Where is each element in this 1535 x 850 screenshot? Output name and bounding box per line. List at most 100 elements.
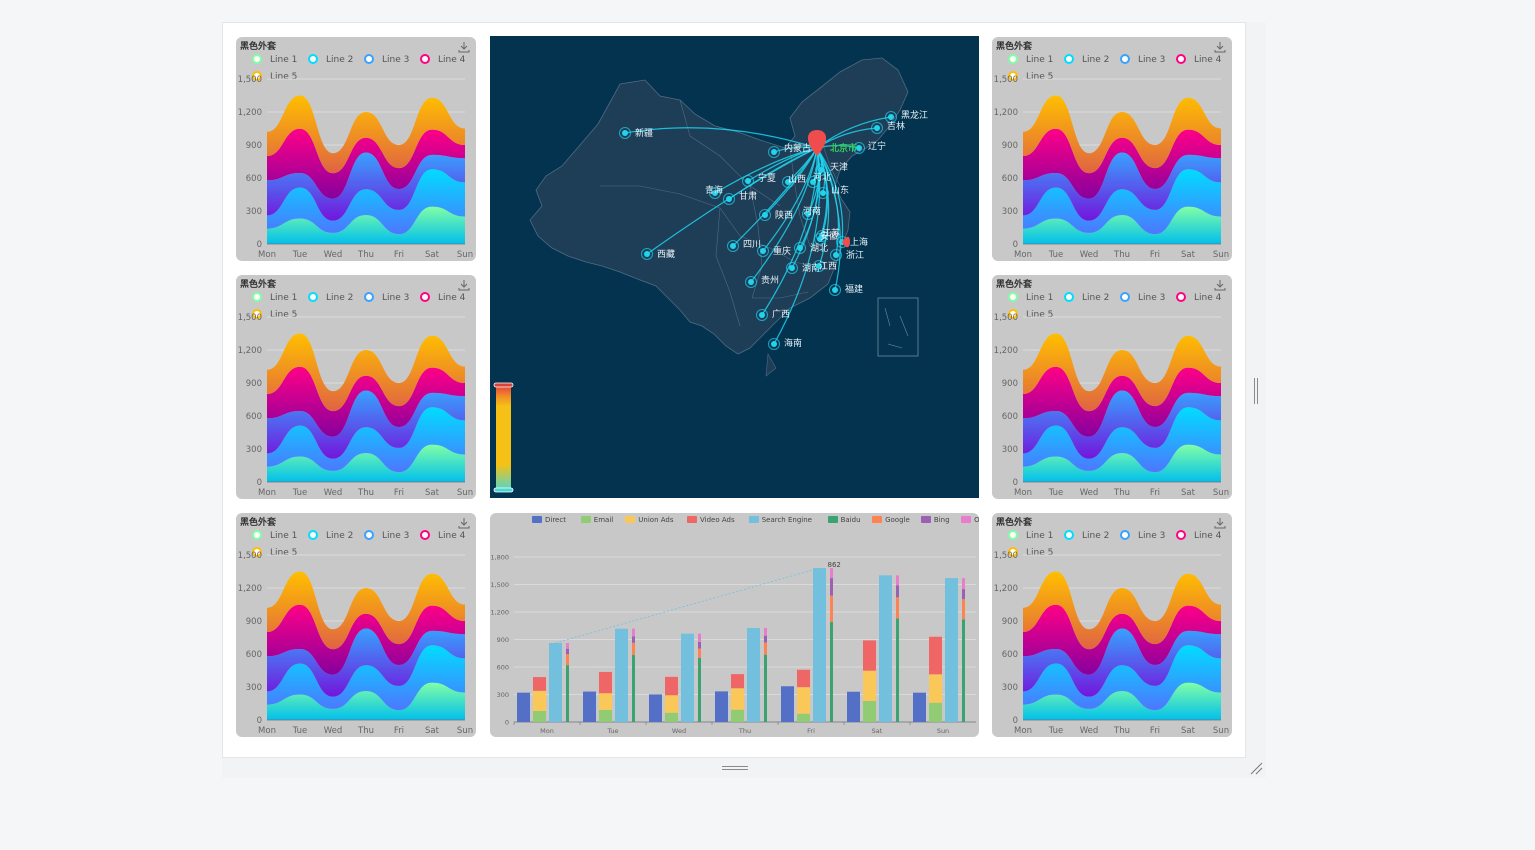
bar-union-ads[interactable] — [797, 687, 810, 714]
bar-google[interactable] — [830, 595, 833, 623]
legend-item-line-5[interactable]: Line 5 — [1008, 547, 1053, 558]
bar-google[interactable] — [566, 654, 569, 666]
bar-others[interactable] — [566, 642, 569, 649]
province-marker[interactable] — [814, 233, 826, 245]
bar-bing[interactable] — [962, 589, 965, 600]
bar-others[interactable] — [896, 575, 899, 586]
bar-baidu[interactable] — [830, 622, 833, 722]
legend-item-line-5[interactable]: Line 5 — [252, 71, 297, 82]
bar-search-engine[interactable] — [549, 642, 562, 722]
bar-legend-item[interactable]: Others — [961, 516, 979, 524]
legend-item-line-4[interactable]: Line 4 — [1176, 292, 1221, 303]
province-marker[interactable] — [807, 176, 819, 188]
bar-google[interactable] — [896, 597, 899, 619]
legend-item-line-1[interactable]: Line 1 — [1008, 54, 1053, 65]
province-marker[interactable] — [723, 193, 735, 205]
legend-item-line-2[interactable]: Line 2 — [1064, 292, 1109, 303]
bar-video-ads[interactable] — [731, 674, 744, 689]
visual-map-handle-bottom[interactable] — [493, 487, 514, 493]
bar-google[interactable] — [764, 642, 767, 655]
province-marker[interactable] — [782, 176, 794, 188]
area-series-5[interactable] — [1023, 333, 1221, 412]
bar-legend-item[interactable]: Baidu — [827, 516, 861, 524]
province-marker[interactable] — [853, 142, 865, 154]
area-series-2[interactable] — [1023, 169, 1221, 235]
province-marker[interactable] — [829, 284, 841, 296]
download-icon[interactable] — [1214, 41, 1226, 53]
legend-item-line-3[interactable]: Line 3 — [1120, 54, 1165, 65]
bar-legend-item[interactable]: Google — [872, 516, 910, 524]
area-series-4[interactable] — [267, 128, 465, 199]
area-series-4[interactable] — [1023, 604, 1221, 675]
bar-direct[interactable] — [781, 686, 794, 722]
province-marker[interactable] — [871, 122, 883, 134]
bar-search-engine[interactable] — [681, 633, 694, 722]
bar-search-engine[interactable] — [813, 568, 826, 722]
legend-item-line-2[interactable]: Line 2 — [1064, 530, 1109, 541]
province-marker[interactable] — [745, 276, 757, 288]
bar-others[interactable] — [698, 633, 701, 642]
legend-item-line-5[interactable]: Line 5 — [1008, 309, 1053, 320]
area-series-3[interactable] — [267, 152, 465, 221]
area-series-3[interactable] — [267, 390, 465, 459]
legend-item-line-1[interactable]: Line 1 — [252, 530, 297, 541]
legend-item-line-1[interactable]: Line 1 — [1008, 530, 1053, 541]
download-icon[interactable] — [1214, 279, 1226, 291]
bar-direct[interactable] — [649, 694, 662, 722]
area-series-5[interactable] — [267, 333, 465, 412]
bar-google[interactable] — [632, 642, 635, 655]
bar-search-engine[interactable] — [747, 627, 760, 722]
legend-item-line-3[interactable]: Line 3 — [364, 292, 409, 303]
province-marker[interactable] — [794, 242, 806, 254]
area-series-2[interactable] — [1023, 645, 1221, 711]
province-marker[interactable] — [641, 248, 653, 260]
bar-search-engine[interactable] — [879, 575, 892, 722]
bar-bing[interactable] — [632, 636, 635, 643]
bar-video-ads[interactable] — [929, 636, 942, 675]
area-series-1[interactable] — [267, 206, 465, 244]
province-marker[interactable] — [786, 262, 798, 274]
bar-email[interactable] — [599, 709, 612, 722]
bar-bing[interactable] — [764, 635, 767, 643]
visual-map-slider[interactable] — [493, 382, 514, 493]
bar-legend-item[interactable]: Bing — [920, 516, 950, 524]
area-series-5[interactable] — [1023, 571, 1221, 650]
legend-item-line-4[interactable]: Line 4 — [1176, 54, 1221, 65]
area-series-4[interactable] — [1023, 128, 1221, 199]
legend-item-line-1[interactable]: Line 1 — [252, 292, 297, 303]
bar-google[interactable] — [698, 648, 701, 658]
area-series-3[interactable] — [1023, 390, 1221, 459]
area-series-2[interactable] — [267, 407, 465, 473]
province-marker[interactable] — [813, 260, 825, 272]
area-series-4[interactable] — [267, 604, 465, 675]
province-marker[interactable] — [815, 164, 827, 176]
bar-video-ads[interactable] — [797, 669, 810, 688]
legend-item-line-4[interactable]: Line 4 — [1176, 530, 1221, 541]
area-series-2[interactable] — [1023, 407, 1221, 473]
legend-item-line-2[interactable]: Line 2 — [308, 530, 353, 541]
legend-item-line-5[interactable]: Line 5 — [252, 309, 297, 320]
china-flow-map[interactable]: 新疆 西藏 内蒙古 黑龙江 吉林 辽宁 河北 天津 山西 山东 宁夏 青海 甘肃 陕西 河南 江苏 安徽 上海 四川… — [490, 36, 979, 498]
bar-baidu[interactable] — [896, 618, 899, 722]
province-marker[interactable] — [759, 209, 771, 221]
visual-map-handle-top[interactable] — [493, 382, 514, 388]
area-series-5[interactable] — [267, 571, 465, 650]
bar-union-ads[interactable] — [599, 693, 612, 710]
bar-search-engine[interactable] — [945, 578, 958, 722]
legend-item-line-4[interactable]: Line 4 — [420, 292, 465, 303]
bar-union-ads[interactable] — [863, 670, 876, 701]
area-series-4[interactable] — [1023, 366, 1221, 437]
horizontal-resize-handle[interactable] — [722, 766, 748, 772]
download-icon[interactable] — [458, 279, 470, 291]
province-marker[interactable] — [757, 245, 769, 257]
download-icon[interactable] — [458, 41, 470, 53]
area-series-1[interactable] — [267, 682, 465, 720]
bar-baidu[interactable] — [632, 654, 635, 722]
bar-direct[interactable] — [847, 691, 860, 722]
bar-bing[interactable] — [566, 648, 569, 655]
province-marker[interactable] — [742, 175, 754, 187]
legend-item-line-5[interactable]: Line 5 — [1008, 71, 1053, 82]
area-series-1[interactable] — [1023, 682, 1221, 720]
area-series-5[interactable] — [267, 95, 465, 174]
province-marker[interactable] — [817, 187, 829, 199]
